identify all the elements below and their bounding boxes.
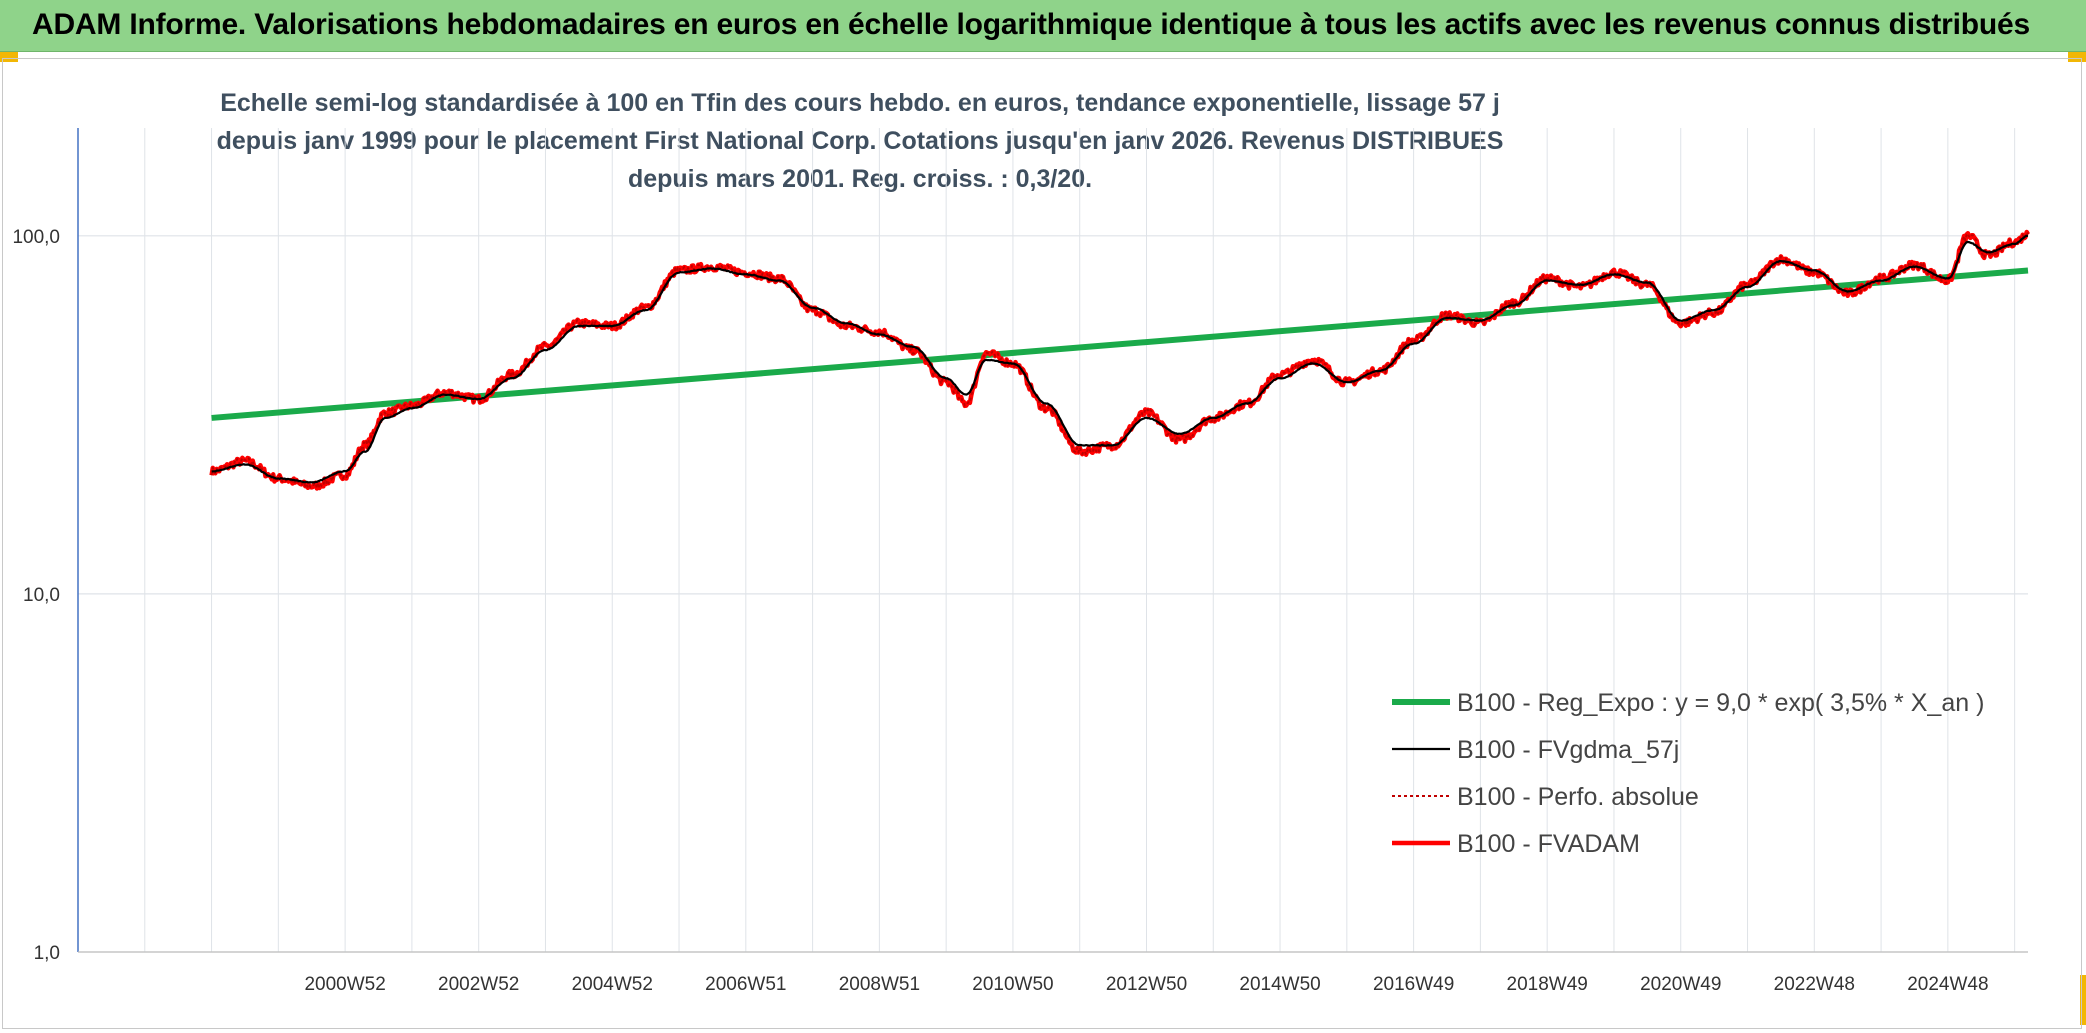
y-axis-labels: 1,0 10,0 100,0 — [12, 227, 60, 964]
grid-lines — [77, 128, 2028, 953]
plot-area — [209, 229, 2030, 491]
x-tick-label: 2004W52 — [572, 974, 653, 995]
axes — [77, 128, 2028, 953]
x-tick-label: 2014W50 — [1239, 974, 1320, 995]
y-tick-label: 100,0 — [12, 227, 60, 248]
report-title: ADAM Informe. Valorisations hebdomadaire… — [32, 8, 2030, 41]
corner-marker-bottom-right — [2080, 975, 2086, 1025]
series-line-fvadam — [209, 229, 2030, 491]
x-tick-label: 2008W51 — [839, 974, 920, 995]
legend: B100 - Reg_Expo : y = 9,0 * exp( 3,5% * … — [1392, 689, 1984, 858]
x-tick-label: 2018W49 — [1507, 974, 1588, 995]
legend-label-absolute: B100 - Perfo. absolue — [1457, 783, 1699, 811]
legend-label-fvadam: B100 - FVADAM — [1457, 830, 1640, 858]
legend-label-regression: B100 - Reg_Expo : y = 9,0 * exp( 3,5% * … — [1457, 689, 1984, 717]
corner-marker-left — [0, 52, 18, 62]
series-line-regression — [211, 267, 2029, 421]
legend-label-smoothed: B100 - FVgdma_57j — [1457, 736, 1679, 764]
x-tick-label: 2006W51 — [705, 974, 786, 995]
y-tick-label: 1,0 — [34, 943, 60, 964]
chart-title: Echelle semi-log standardisée à 100 en T… — [216, 89, 1504, 193]
y-tick-label: 10,0 — [23, 585, 60, 606]
x-tick-label: 2016W49 — [1373, 974, 1454, 995]
x-tick-label: 2002W52 — [438, 974, 519, 995]
x-tick-label: 2020W49 — [1640, 974, 1721, 995]
x-tick-label: 2024W48 — [1907, 974, 1988, 995]
x-tick-label: 2010W50 — [972, 974, 1053, 995]
x-tick-label: 2022W48 — [1774, 974, 1855, 995]
x-axis-labels: 2000W52 2002W52 2004W52 2006W51 2008W51 2010W… — [304, 974, 1988, 995]
x-tick-label: 2012W50 — [1106, 974, 1187, 995]
chart-frame — [2, 58, 2082, 1029]
corner-marker-right — [2068, 52, 2086, 62]
series-line-smoothed — [211, 234, 2029, 484]
report-banner: ADAM Informe. Valorisations hebdomadaire… — [0, 0, 2086, 52]
series-line-absolute — [210, 231, 2029, 490]
x-tick-label: 2000W52 — [304, 974, 385, 995]
